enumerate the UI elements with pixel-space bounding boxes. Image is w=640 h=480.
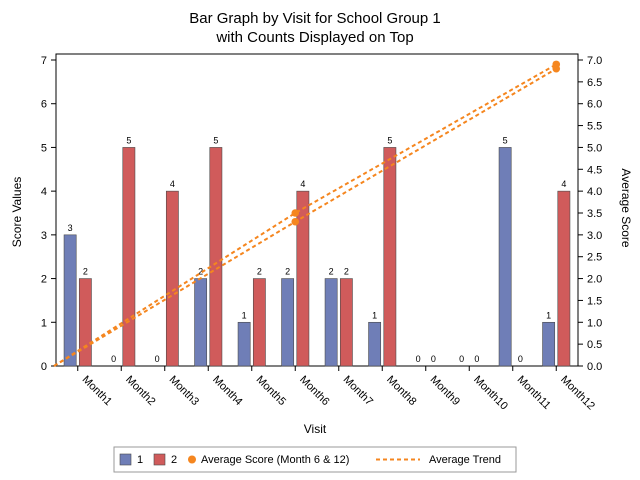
x-tick-label: Month12 (558, 374, 597, 413)
bar-value-label: 0 (474, 354, 479, 364)
y2-tick-label: 5.5 (587, 121, 602, 133)
x-tick-label: Month5 (254, 374, 288, 408)
y2-tick-label: 6.0 (587, 99, 602, 111)
bar-series-1-month12 (542, 321, 556, 367)
legend-swatch-series-2 (153, 453, 166, 466)
bar-value-label: 0 (459, 354, 464, 364)
bar-series-2-month1 (78, 278, 92, 367)
bar-value-label: 1 (372, 310, 377, 320)
bar-series-1-month6 (281, 278, 295, 367)
bar-value-label: 5 (503, 135, 508, 145)
bar-value-label: 5 (126, 135, 131, 145)
legend-swatch-series-1 (119, 453, 132, 466)
x-tick-label: Month10 (471, 374, 510, 413)
bar-series-1-month1 (63, 234, 77, 367)
bar-series-2-month6 (296, 190, 310, 367)
y2-axis-label: Average Score (619, 168, 633, 247)
bar-value-label: 2 (198, 267, 203, 277)
average-trend-line-2 (53, 63, 557, 367)
bar-series-2-month7 (339, 278, 353, 367)
x-tick-label: Month3 (167, 374, 201, 408)
x-tick-label: Month1 (80, 374, 114, 408)
y-tick-label: 4 (41, 186, 47, 198)
bar-series-1-month4 (194, 278, 208, 367)
chart-title-line-2: with Counts Displayed on Top (215, 29, 413, 46)
legend: 1 2 Average Score (Month 6 & 12) Average Tr… (113, 446, 517, 473)
bar-series-2-month3 (165, 190, 179, 367)
bar-value-label: 2 (344, 267, 349, 277)
bar-value-label: 1 (242, 310, 247, 320)
y-tick-label: 2 (41, 274, 47, 286)
bar-value-label: 2 (285, 267, 290, 277)
bar-value-label: 2 (257, 267, 262, 277)
y-tick-label: 3 (41, 230, 47, 242)
legend-label-average-trend: Average Trend (429, 454, 501, 466)
y2-tick-label: 0.5 (587, 339, 602, 351)
bar-series-2-month12 (557, 190, 571, 367)
bar-value-label: 4 (170, 179, 175, 189)
x-tick-label: Month9 (428, 374, 462, 408)
bar-series-1-month7 (324, 278, 338, 367)
plot-frame (55, 53, 579, 367)
x-axis-label: Visit (304, 422, 327, 436)
bar-value-label: 0 (431, 354, 436, 364)
bar-value-label: 0 (111, 354, 116, 364)
bar-series-2-month4 (209, 147, 223, 367)
y2-tick-label: 7.0 (587, 55, 602, 67)
bar-value-label: 1 (546, 310, 551, 320)
legend-label-series-2: 2 (171, 454, 177, 466)
y-axis-label: Score Values (10, 177, 24, 247)
bar-series-1-month8 (368, 321, 382, 367)
x-tick-label: Month6 (297, 374, 331, 408)
bar-value-label: 5 (387, 135, 392, 145)
bar-series-1-month5 (237, 321, 251, 367)
y2-tick-label: 3.5 (587, 208, 602, 220)
bar-value-label: 2 (83, 267, 88, 277)
x-tick-label: Month11 (515, 374, 553, 412)
y2-tick-label: 4.0 (587, 186, 602, 198)
y2-tick-label: 5.0 (587, 142, 602, 154)
average-score-point (291, 209, 300, 217)
bar-series-1-month11 (498, 147, 512, 367)
y2-tick-label: 3.0 (587, 230, 602, 242)
average-score-point (291, 217, 300, 226)
bar-value-label: 5 (213, 135, 218, 145)
bar-series-2-month2 (122, 147, 136, 367)
y2-tick-label: 2.0 (587, 274, 602, 286)
plot-area: 0 1 2 3 4 5 6 7 0.0 0.5 1.0 1.5 2.0 2.5 3.0 3.5 4.0 4.5 5.… (41, 53, 602, 413)
bar-value-label: 0 (518, 354, 523, 364)
y2-tick-label: 4.5 (587, 164, 602, 176)
legend-frame (113, 446, 517, 473)
y2-tick-label: 1.0 (587, 317, 602, 329)
legend-label-average-score: Average Score (Month 6 & 12) (201, 454, 349, 466)
bar-value-label: 4 (561, 179, 566, 189)
bar-value-label: 2 (329, 267, 334, 277)
y2-tick-label: 0.0 (587, 361, 602, 373)
bar-value-label: 4 (300, 179, 305, 189)
legend-label-series-1: 1 (137, 454, 143, 466)
y-tick-label: 1 (41, 317, 47, 329)
y-tick-label: 5 (41, 142, 47, 154)
y2-tick-label: 6.5 (587, 77, 602, 89)
average-score-point (552, 64, 561, 73)
x-tick-label: Month4 (210, 374, 244, 408)
y-tick-label: 6 (41, 99, 47, 111)
bar-series-2-month5 (252, 278, 266, 367)
y2-tick-label: 1.5 (587, 295, 602, 307)
y2-tick-label: 2.5 (587, 252, 602, 264)
y-tick-label: 7 (41, 55, 47, 67)
bar-value-label: 3 (68, 223, 73, 233)
chart-title-line-1: Bar Graph by Visit for School Group 1 (189, 10, 441, 27)
x-tick-label: Month7 (341, 374, 375, 408)
y-tick-label: 0 (41, 361, 47, 373)
x-tick-label: Month2 (123, 374, 157, 408)
bar-series-2-month8 (383, 147, 397, 367)
bar-value-label: 0 (416, 354, 421, 364)
x-tick-label: Month8 (384, 374, 418, 408)
legend-marker-average-score (188, 455, 196, 464)
bar-value-label: 0 (155, 354, 160, 364)
